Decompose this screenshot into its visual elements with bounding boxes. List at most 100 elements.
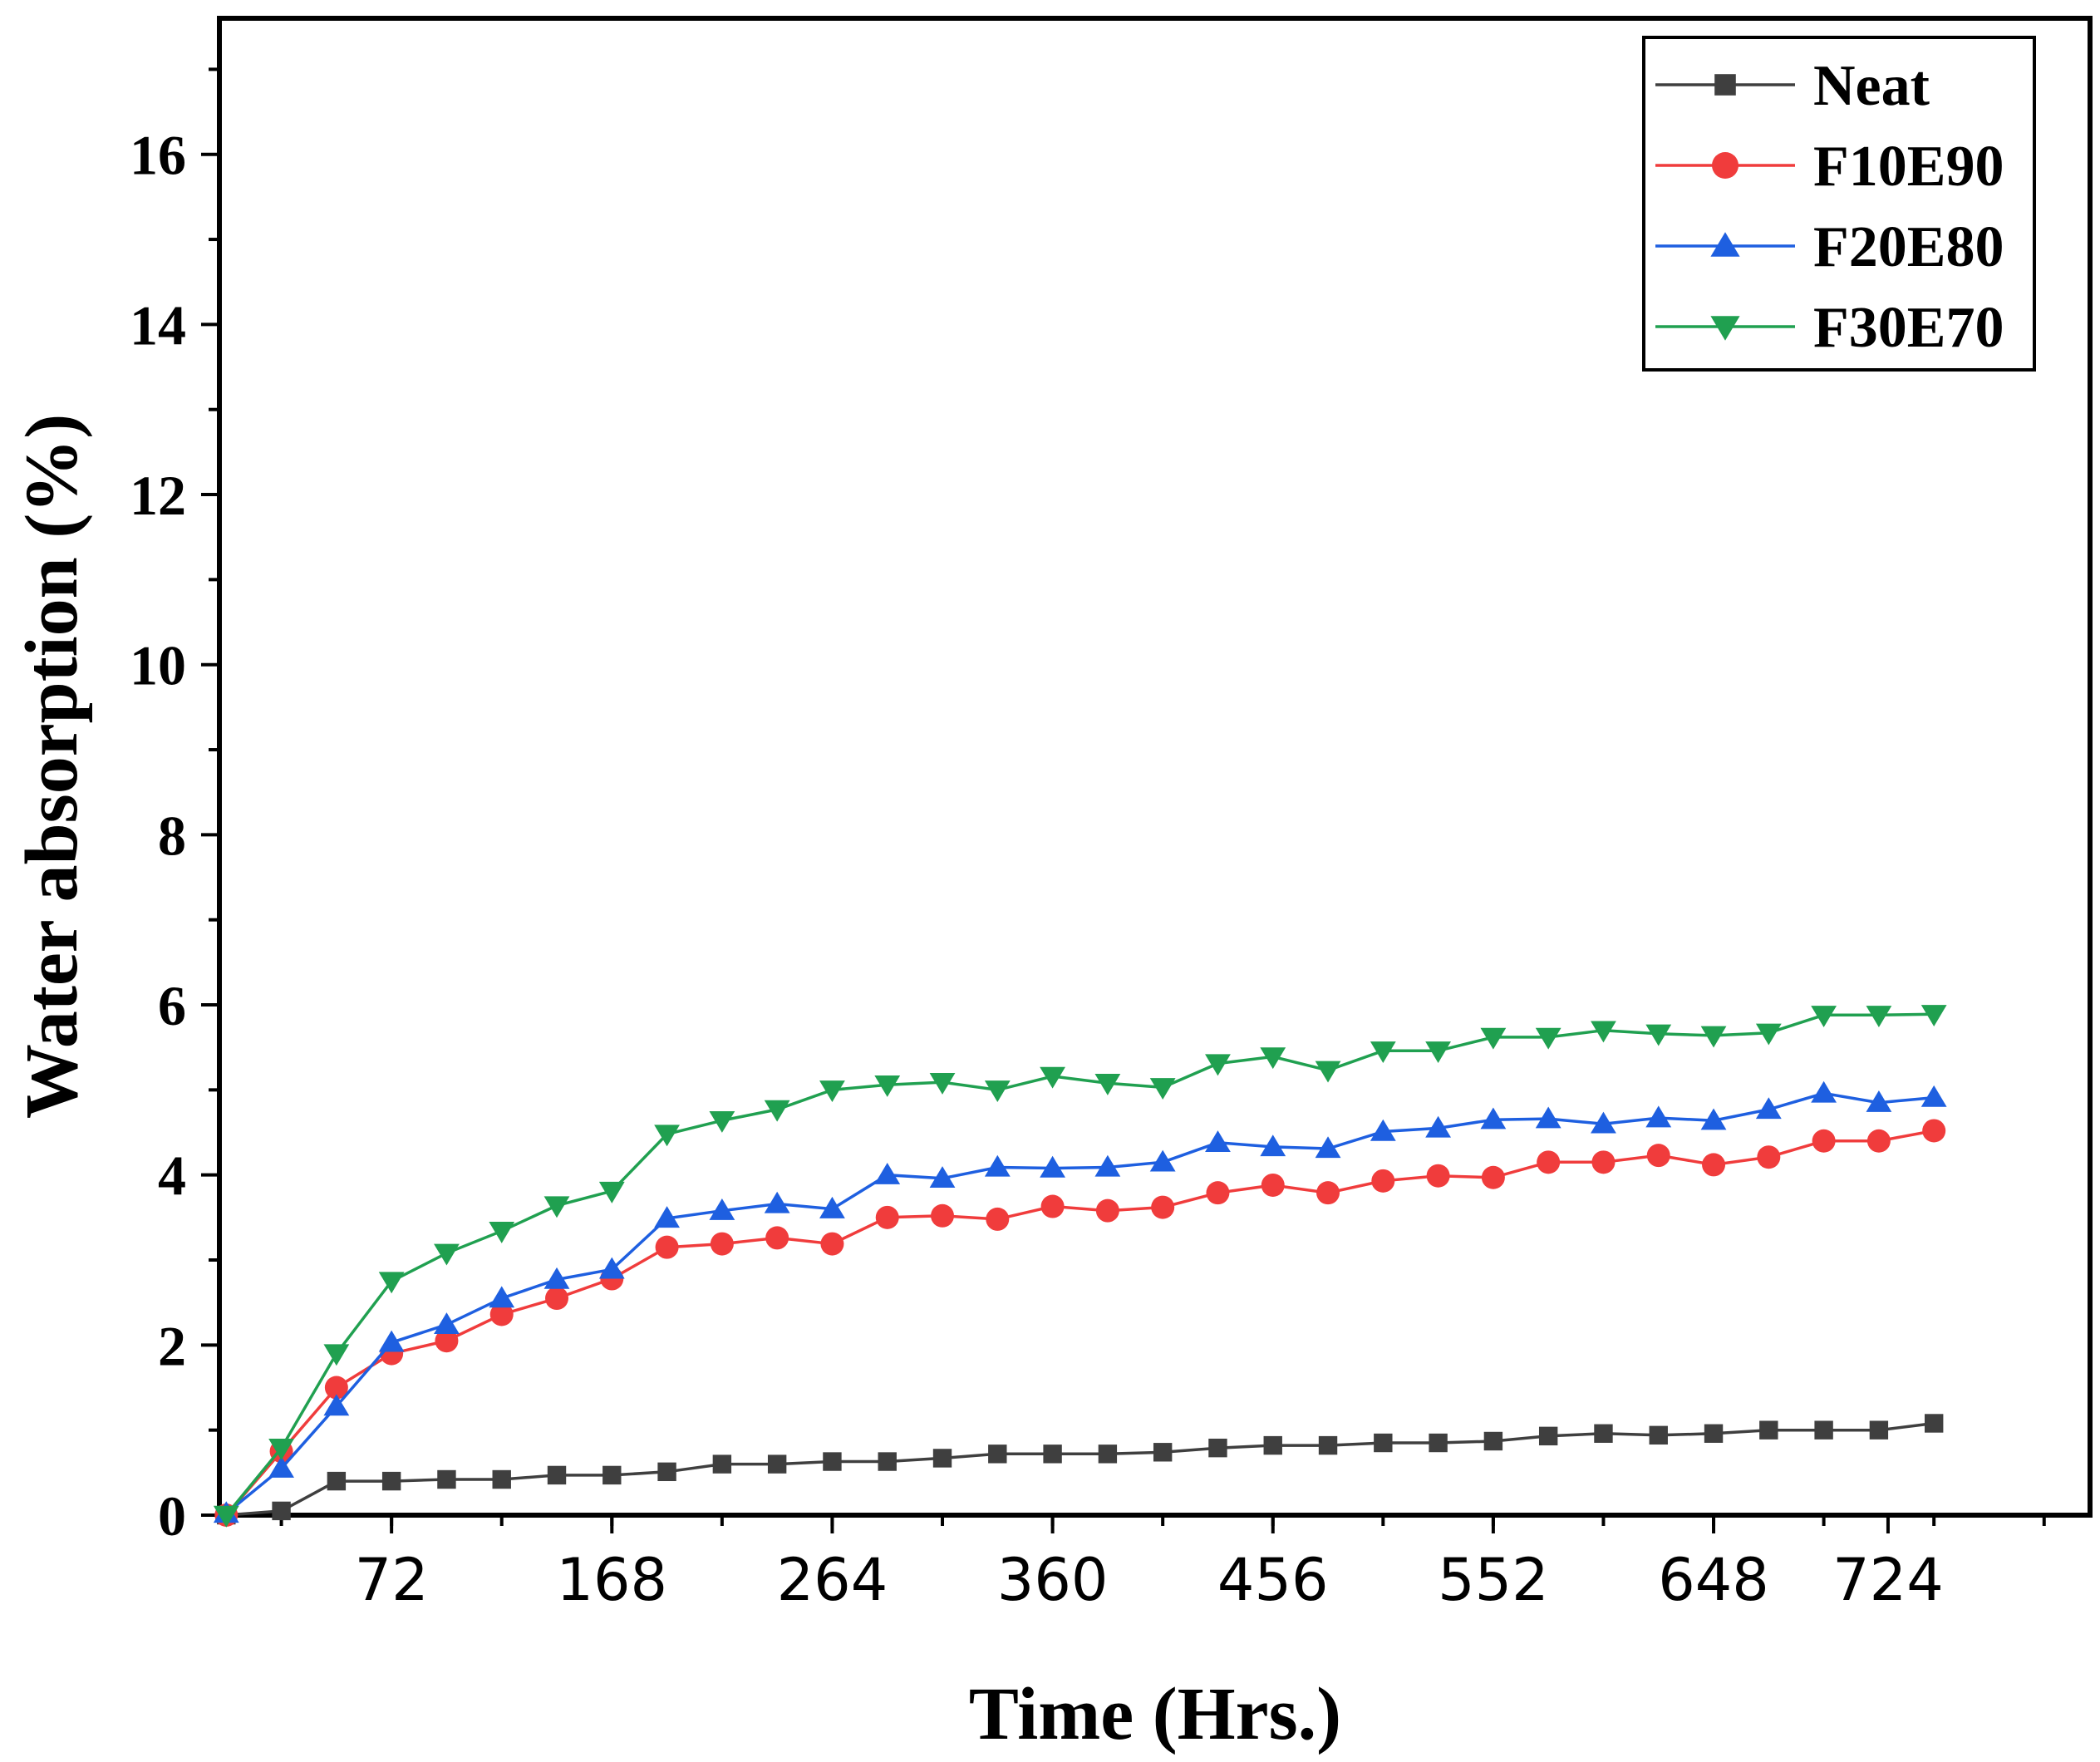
data-point	[1759, 1420, 1778, 1440]
legend-items: Neat F10E90 F20E80 F30E70	[1655, 54, 2004, 360]
legend-item: F10E90	[1655, 135, 2004, 199]
data-point	[874, 1075, 901, 1097]
data-point	[1095, 1198, 1119, 1223]
data-point	[1149, 1149, 1176, 1172]
data-point	[1755, 1023, 1782, 1046]
data-point	[1646, 1144, 1670, 1168]
data-point	[709, 1110, 735, 1133]
data-point	[654, 1125, 680, 1147]
data-point	[1712, 152, 1739, 179]
legend-item: Neat	[1655, 54, 1930, 118]
data-point	[767, 1454, 787, 1474]
data-point	[1591, 1111, 1616, 1134]
data-point	[547, 1465, 567, 1485]
data-point	[1260, 1134, 1286, 1157]
data-point	[434, 1312, 460, 1334]
data-point	[1425, 1115, 1452, 1138]
data-point	[1645, 1105, 1672, 1128]
data-point	[823, 1452, 842, 1471]
data-point	[655, 1235, 679, 1259]
data-point	[437, 1469, 456, 1489]
data-point	[492, 1469, 511, 1489]
series-f10e90	[214, 1119, 1946, 1527]
data-point	[986, 1207, 1010, 1231]
data-point	[1483, 1431, 1503, 1451]
data-point	[1591, 1150, 1616, 1174]
y-axis-ticks: 0 2 4 6 8 10 12 14 16	[130, 67, 219, 1548]
x-tick-label: 168	[556, 1546, 667, 1614]
data-point	[1318, 1435, 1338, 1455]
data-point	[1205, 1054, 1231, 1076]
y-tick-label: 2	[158, 1314, 186, 1377]
data-point	[489, 1222, 515, 1243]
data-point	[1814, 1420, 1833, 1440]
data-point	[988, 1445, 1007, 1464]
data-point	[378, 1272, 405, 1294]
data-point	[1261, 1173, 1285, 1197]
data-point	[1591, 1021, 1616, 1043]
data-point	[1922, 1119, 1946, 1143]
data-point	[1645, 1024, 1672, 1046]
data-point	[1924, 1414, 1944, 1433]
x-tick-label: 648	[1658, 1546, 1769, 1614]
data-point	[268, 1438, 294, 1460]
data-point	[764, 1100, 790, 1122]
data-point	[1811, 1006, 1837, 1028]
data-point	[1920, 1005, 1947, 1026]
data-point	[1206, 1181, 1230, 1205]
data-point	[1153, 1443, 1173, 1462]
data-point	[1480, 1027, 1507, 1050]
data-point	[932, 1449, 952, 1468]
data-point	[984, 1154, 1011, 1177]
data-point	[1866, 1006, 1892, 1028]
data-point	[820, 1232, 844, 1256]
legend-label: F20E80	[1813, 215, 2004, 279]
data-point	[1535, 1027, 1561, 1050]
data-point	[764, 1191, 790, 1213]
y-tick-label: 8	[158, 804, 186, 867]
y-tick-label: 12	[130, 464, 186, 527]
data-point	[1208, 1438, 1227, 1458]
data-point	[1702, 1153, 1726, 1177]
series-layer	[213, 1005, 1947, 1528]
data-point	[543, 1196, 570, 1218]
x-axis-title: Time (Hrs.)	[969, 1673, 1341, 1755]
data-point	[1315, 1136, 1341, 1159]
data-point	[1594, 1424, 1613, 1443]
data-point	[929, 1072, 956, 1095]
data-point	[378, 1330, 405, 1352]
data-point	[1710, 232, 1740, 257]
x-tick-label: 552	[1438, 1546, 1549, 1614]
data-point	[213, 1505, 239, 1528]
x-tick-label: 360	[997, 1546, 1109, 1614]
data-point	[1040, 1155, 1065, 1178]
data-point	[657, 1462, 676, 1482]
data-point	[1811, 1080, 1837, 1103]
legend-box	[1642, 36, 2036, 372]
data-point	[1315, 1061, 1341, 1083]
data-point	[1869, 1420, 1889, 1440]
x-axis-ticks: 72 168 264 360 456 552 648 724	[279, 1515, 2046, 1614]
data-point	[1425, 1041, 1452, 1063]
data-point	[1429, 1433, 1448, 1453]
series-line	[225, 1091, 1935, 1515]
data-point	[1700, 1026, 1727, 1048]
data-point	[874, 1162, 901, 1184]
data-point	[1094, 1154, 1121, 1177]
y-tick-label: 14	[130, 293, 186, 357]
data-point	[1370, 1119, 1396, 1141]
data-point	[878, 1452, 897, 1471]
data-point	[819, 1196, 845, 1218]
data-point	[268, 1456, 294, 1478]
data-point	[1920, 1085, 1947, 1107]
data-point	[543, 1267, 570, 1289]
data-point	[434, 1243, 460, 1266]
data-point	[1538, 1426, 1558, 1446]
data-point	[1755, 1097, 1782, 1120]
data-point	[654, 1206, 680, 1228]
data-point	[875, 1205, 899, 1229]
data-point	[929, 1166, 956, 1188]
data-point	[1700, 1108, 1727, 1130]
data-point	[545, 1287, 569, 1311]
